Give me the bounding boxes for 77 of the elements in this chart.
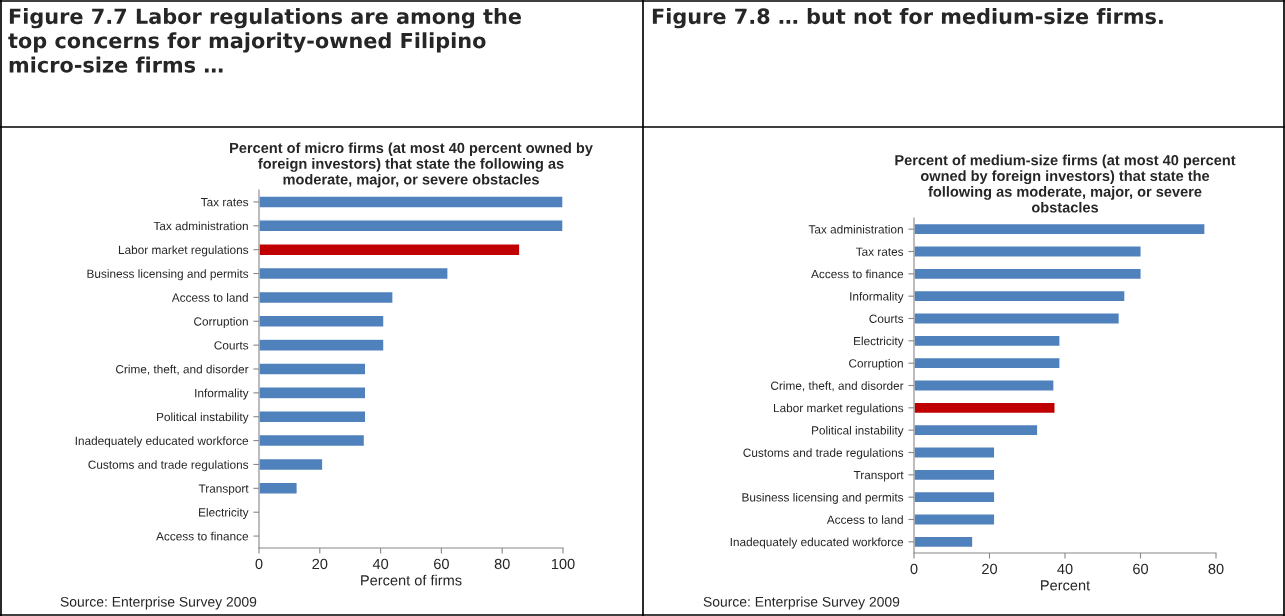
bar — [259, 338, 385, 352]
bar — [914, 334, 1061, 348]
y-tick-label: Access to land — [171, 293, 248, 302]
x-tick-label: 40 — [1057, 563, 1073, 575]
y-tick-label: Tax administration — [153, 221, 248, 231]
y-tick-label: Tax administration — [808, 224, 903, 234]
source-note: Source: Enterprise Survey 2009 — [703, 596, 900, 610]
bar — [914, 513, 996, 526]
y-tick-label: Political instability — [812, 425, 904, 437]
bar — [914, 222, 1206, 236]
y-tick-label: Business licensing and permits — [742, 492, 904, 504]
bar — [914, 401, 1056, 415]
y-tick-label: Informality — [850, 291, 904, 303]
y-tick-label: Labor market regulations — [118, 245, 249, 257]
x-axis-title: Percent — [1041, 580, 1091, 591]
x-tick-label: 40 — [372, 558, 389, 570]
bar — [259, 219, 563, 233]
x-tick-label: 100 — [551, 558, 575, 570]
y-tick-label: Tax rates — [855, 247, 904, 256]
chart-title: Figure 7.7 Labor regulations are among the top concerns for majority-owned Filipino micro-size firms … — [8, 8, 521, 73]
y-tick-label: Corruption — [849, 358, 903, 370]
y-tick-label: Transport — [853, 470, 904, 482]
bar — [259, 457, 324, 472]
bar — [259, 433, 366, 448]
chart-title: Figure 7.8 … but not for medium-size firms. — [652, 8, 1163, 29]
x-tick-label: 80 — [1208, 563, 1224, 575]
bar — [914, 490, 996, 504]
x-tick-label: 20 — [312, 558, 328, 570]
y-tick-label: Tax rates — [200, 198, 249, 207]
bar — [259, 410, 367, 424]
y-tick-label: Customs and trade regulations — [743, 448, 904, 460]
x-tick-label: 60 — [434, 558, 449, 570]
bar — [914, 446, 996, 459]
bar — [259, 266, 449, 281]
y-tick-label: Transport — [198, 484, 249, 496]
chart-subtitle: Percent of medium-size firms (at most 40 percent owned by foreign investors) that state the following as moderate, major, or severe obstacles — [895, 154, 1236, 213]
bar — [259, 386, 367, 400]
bar — [914, 267, 1142, 281]
y-tick-label: Labor market regulations — [773, 403, 904, 415]
bar — [914, 356, 1061, 370]
y-tick-label: Crime, theft, and disorder — [770, 381, 904, 392]
bar — [914, 535, 974, 549]
y-tick-label: Access to land — [826, 515, 903, 524]
bar — [259, 314, 385, 328]
bar — [914, 423, 1039, 437]
y-tick-label: Customs and trade regulations — [88, 460, 249, 472]
y-tick-label: Inadequately educated workforce — [75, 436, 249, 448]
x-tick-label: 0 — [255, 558, 263, 570]
bar — [914, 379, 1055, 392]
bar — [259, 243, 521, 257]
y-tick-label: Access to finance — [156, 531, 249, 541]
y-tick-label: Corruption — [194, 316, 248, 328]
bar — [914, 312, 1121, 325]
y-tick-label: Political instability — [157, 412, 249, 424]
bar — [259, 481, 298, 495]
x-tick-label: 0 — [910, 563, 918, 575]
bar — [259, 290, 394, 305]
y-tick-label: Electricity — [199, 507, 249, 519]
bar — [259, 195, 563, 209]
x-tick-label: 80 — [494, 558, 510, 570]
source-note: Source: Enterprise Survey 2009 — [60, 596, 257, 610]
y-tick-label: Crime, theft, and disorder — [115, 364, 249, 375]
y-tick-label: Courts — [214, 341, 249, 350]
bar — [914, 289, 1126, 303]
y-tick-label: Informality — [195, 388, 249, 400]
y-tick-label: Electricity — [854, 336, 904, 348]
y-tick-label: Business licensing and permits — [87, 269, 249, 281]
y-tick-label: Access to finance — [811, 269, 904, 279]
bar — [914, 468, 996, 482]
bar — [914, 245, 1142, 258]
y-tick-label: Courts — [869, 314, 904, 323]
x-axis-title: Percent of firms — [361, 574, 462, 586]
y-tick-label: Inadequately educated workforce — [730, 537, 904, 549]
bar — [259, 362, 367, 376]
chart-subtitle: Percent of micro firms (at most 40 percent owned by foreign investors) that state the following as moderate, major, or severe obstacles — [230, 142, 593, 188]
x-tick-label: 60 — [1133, 563, 1149, 575]
x-tick-label: 20 — [982, 563, 998, 575]
